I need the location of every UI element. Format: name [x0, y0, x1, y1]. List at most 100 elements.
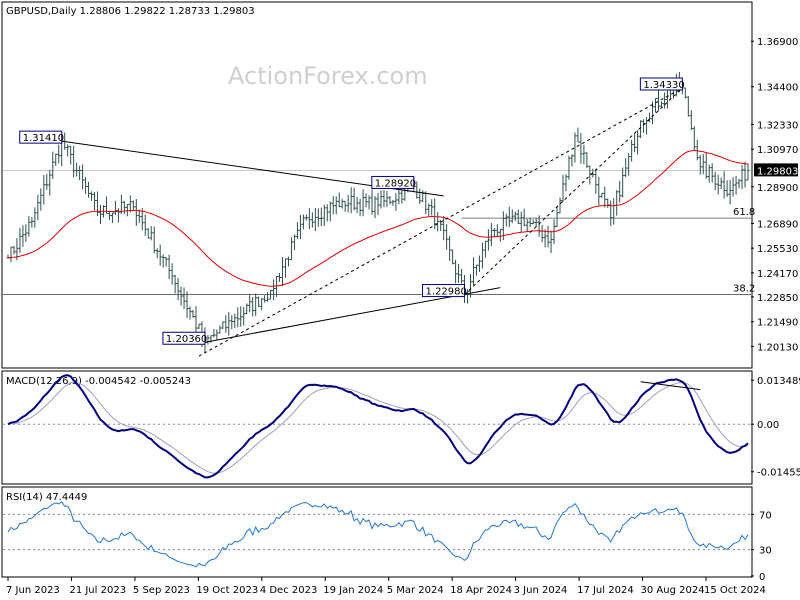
ohlc-bar: [245, 303, 249, 315]
ohlc-bar: [731, 177, 735, 197]
ohlc-bar: [93, 191, 97, 211]
ohlc-bar: [701, 154, 705, 175]
ohlc-bar: [188, 306, 192, 320]
fib-level-label: 38.2: [733, 284, 755, 295]
ohlc-bar: [99, 204, 102, 224]
ohlc-bar: [600, 192, 604, 198]
ohlc-bar: [573, 132, 577, 163]
ohlc-bar: [122, 201, 126, 215]
rsi-y-ticks: 70 30 0: [751, 510, 772, 583]
ohlc-bar: [704, 152, 708, 179]
ohlc-bar: [642, 119, 646, 133]
y-tick-label: 1.22850: [757, 293, 798, 304]
ohlc-bar: [69, 145, 73, 165]
ohlc-bar: [654, 97, 657, 113]
macd-signal-line: [7, 381, 749, 474]
ohlc-bar: [334, 196, 338, 215]
ohlc-bar: [179, 286, 183, 306]
ohlc-bar: [289, 237, 293, 260]
ohlc-bar: [286, 256, 290, 267]
macd-lines: [3, 374, 751, 479]
ohlc-bar: [415, 181, 419, 199]
y-tick-label: 1.28900: [757, 183, 798, 194]
y-tick-label: 1.26890: [757, 219, 798, 230]
ohlc-bar: [39, 188, 43, 211]
ohlc-bar: [66, 144, 70, 157]
ohlc-bar: [36, 194, 40, 221]
ohlc-bar: [269, 289, 273, 300]
ohlc-bar: [471, 257, 475, 286]
ohlc-bar: [355, 196, 359, 214]
ohlc-bar: [713, 171, 717, 191]
ohlc-bar: [522, 208, 526, 227]
ohlc-bar: [612, 198, 616, 225]
ohlc-bar: [310, 212, 314, 228]
ohlc-bar: [42, 175, 46, 205]
rsi-tick-label: 30: [759, 546, 772, 557]
current-price-label: 1.29803: [757, 166, 798, 177]
current-price-tag: 1.29803: [754, 163, 798, 177]
ohlc-bar: [113, 200, 117, 215]
ohlc-bar: [528, 217, 532, 227]
y-tick-label: 1.24170: [757, 269, 798, 280]
y-tick-label: 1.20130: [757, 342, 798, 353]
ohlc-bar: [686, 96, 690, 117]
fib-level-label: 61.8: [733, 207, 755, 218]
ohlc-bar: [155, 248, 159, 259]
ohlc-bar: [143, 214, 147, 236]
ohlc-bar: [388, 196, 392, 205]
ohlc-bar: [104, 196, 108, 214]
macd-y-ticks: 0.013489 0.00 -0.014554: [751, 376, 800, 479]
ohlc-bar: [87, 181, 91, 198]
ohlc-bar: [418, 188, 422, 204]
ohlc-bar: [662, 92, 666, 109]
ohlc-bar: [125, 203, 129, 217]
x-tick-label: 17 Jul 2024: [577, 585, 634, 596]
ohlc-bar: [90, 191, 94, 201]
ohlc-bar: [698, 154, 702, 175]
price-annotation: 1.31410: [19, 130, 64, 144]
ohlc-bar: [373, 196, 377, 219]
ohlc-bar: [12, 246, 16, 255]
ohlc-bar: [448, 236, 452, 261]
ohlc-bar: [176, 277, 180, 301]
ohlc-bar: [659, 101, 663, 107]
ohlc-bar: [651, 101, 655, 125]
ohlc-bar: [170, 263, 174, 285]
ohlc-bar: [633, 133, 637, 153]
ohlc-bar: [242, 306, 246, 326]
ohlc-bar: [719, 177, 723, 190]
ohlc-bar: [33, 207, 37, 228]
watermark: ActionForex.com: [228, 62, 428, 90]
ohlc-bar: [516, 209, 520, 224]
ohlc-bar: [504, 213, 508, 227]
ohlc-bar: [588, 165, 592, 185]
ohlc-bar: [295, 222, 299, 240]
ohlc-bar: [158, 244, 162, 266]
ohlc-bar: [427, 203, 431, 216]
ohlc-bar: [167, 254, 171, 280]
ohlc-bar: [457, 264, 461, 283]
ohlc-bar: [433, 198, 437, 230]
moving-average: [7, 149, 749, 287]
ohlc-bar: [78, 165, 82, 181]
ohlc-bar: [370, 189, 374, 215]
ohlc-bar: [540, 225, 544, 243]
ohlc-bar: [734, 175, 738, 195]
macd-tick-label: 0.013489: [757, 376, 800, 387]
ohlc-bar: [116, 208, 120, 223]
rsi-tick-label: 0: [759, 572, 765, 583]
ohlc-bar: [236, 307, 240, 328]
ohlc-bar: [9, 246, 13, 263]
ohlc-bar: [319, 207, 323, 227]
ohlc-bar: [251, 297, 255, 317]
ohlc-bar: [627, 152, 631, 176]
ohlc-bar: [391, 200, 395, 206]
ohlc-bar: [45, 173, 49, 190]
lower-channel-line: [464, 87, 683, 295]
ohlc-bar: [579, 133, 583, 164]
ohlc-bar: [51, 151, 55, 179]
ohlc-bar: [278, 273, 282, 282]
ohlc-bar: [615, 190, 619, 216]
ohlc-bar: [451, 249, 455, 265]
